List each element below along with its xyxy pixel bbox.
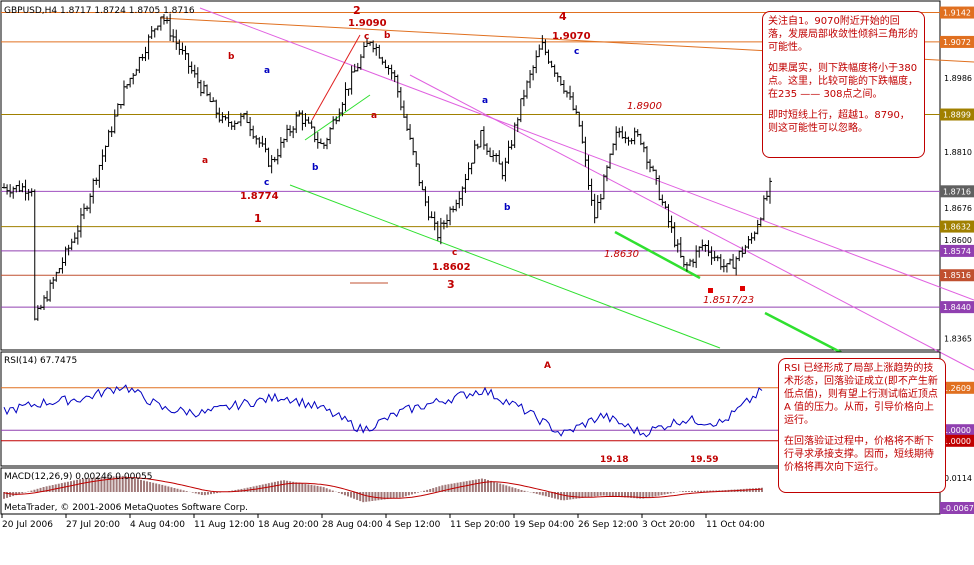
time-tick-label: 19 Sep 04:00: [514, 520, 574, 530]
wave-label: b: [504, 203, 511, 213]
svg-text:1.8632: 1.8632: [943, 223, 971, 232]
low-marker: [708, 288, 713, 293]
svg-text:-0.0067: -0.0067: [943, 504, 974, 513]
price-label: 1.8630: [604, 249, 639, 260]
wave-label: c: [452, 248, 457, 258]
time-axis: 20 Jul 2006 27 Jul 20:00 4 Aug 04:00 11 Aug…: [1, 514, 765, 530]
rsi-axis-badge: 1.0000: [940, 434, 974, 447]
price-label: 1.8602: [432, 262, 471, 273]
macd-title: MACD(12,26,9) 0.00246 0.00055: [4, 472, 153, 482]
price-badge: 1.8516: [940, 269, 974, 282]
note-top-paragraph-3: 即时短线上行，超越1。8790，则这可能性可以忽略。: [768, 110, 910, 134]
time-tick-label: 26 Sep 12:00: [578, 520, 638, 530]
price-badge: 1.8440: [940, 301, 974, 314]
macd-axis-label: 0.0114: [944, 474, 972, 483]
time-tick-label: 3 Oct 20:00: [642, 520, 695, 530]
price-badge: 1.8716: [940, 185, 974, 198]
rsi-annotations: A 19.18 19.59: [544, 361, 718, 465]
wave-label: b: [312, 163, 319, 173]
svg-text:1.9072: 1.9072: [943, 38, 971, 47]
price-label: 1.8900: [627, 101, 662, 112]
rsi-annotation: A: [544, 361, 551, 371]
wave-label: c: [264, 178, 269, 188]
price-tick-label: 1.8600: [944, 236, 972, 245]
price-tick-label: 1.8810: [944, 148, 972, 157]
price-label: 1.8517/23: [703, 295, 754, 306]
price-tick-label: 1.8986: [944, 74, 972, 83]
price-badge: 1.9142: [940, 6, 974, 19]
svg-text:1.0000: 1.0000: [943, 437, 971, 446]
price-label: 1.8774: [240, 191, 279, 202]
price-badge: 1.8632: [940, 220, 974, 233]
time-tick-label: 11 Oct 04:00: [706, 520, 765, 530]
note-bottom-paragraph-1: RSI 已经形成了局部上涨趋势的技术形态，回落验证成立(即不产生新低点值)，则有…: [784, 363, 938, 426]
copyright-label: MetaTrader, © 2001-2006 MetaQuotes Softw…: [4, 503, 248, 513]
note-bottom-paragraph-2: 在回落验证过程中，价格将不断下行寻求承接支撑。因而，短线期待价格将再次向下运行。: [784, 436, 934, 473]
svg-text:1.8574: 1.8574: [943, 247, 971, 256]
macd-axis: 0.0114 -0.0067 MetaTrader, © 2001-2006 Met…: [4, 474, 974, 514]
wave-label: b: [384, 31, 391, 41]
wave-label: 3: [447, 278, 455, 291]
svg-text:1.2609: 1.2609: [943, 384, 971, 393]
wave-label: a: [264, 66, 270, 76]
price-label: 1.9070: [552, 31, 591, 42]
wave-label: a: [482, 96, 488, 106]
wave-annotations: 1.9090 1.9070 1.8900 1.8774 1.8602 1.8630 1.85…: [202, 4, 754, 306]
svg-text:1.8899: 1.8899: [943, 111, 971, 120]
svg-text:1.8716: 1.8716: [943, 187, 971, 196]
price-tick-label: 1.8365: [944, 335, 972, 344]
wave-label: c: [574, 47, 579, 57]
price-axis: 1.9142 1.9072 1.8986 1.8899 1.8810 1.8716 1.86…: [940, 6, 974, 344]
time-tick-label: 11 Sep 20:00: [450, 520, 510, 530]
time-tick-label: 4 Sep 12:00: [386, 520, 441, 530]
price-chart-title: GBPUSD,H4 1.8717 1.8724 1.8705 1.8716: [4, 6, 195, 16]
wave-label: b: [228, 52, 235, 62]
time-tick-label: 27 Jul 20:00: [66, 520, 120, 530]
low-marker: [740, 286, 745, 291]
svg-text:1.8440: 1.8440: [943, 303, 971, 312]
time-tick-label: 4 Aug 04:00: [130, 520, 185, 530]
wave-label: a: [371, 111, 377, 121]
rsi-annotation: 19.59: [690, 455, 718, 465]
price-bars: [2, 13, 772, 321]
note-top-paragraph-1: 关注自1。9070附近开始的回落，发展局部收敛性倾斜三角形的可能性。: [768, 16, 918, 53]
macd-axis-badge: -0.0067: [940, 502, 974, 514]
price-tick-label: 1.8676: [944, 204, 972, 213]
price-badge: 1.8574: [940, 244, 974, 257]
note-top-paragraph-2: 如果属实，则下跌幅度将小于380点。这里，比较可能的下跌幅度，在235 —— 3…: [768, 63, 918, 100]
rsi-axis-badge: 1.0000: [940, 424, 974, 437]
time-tick-label: 20 Jul 2006: [2, 520, 53, 530]
time-tick-label: 18 Aug 20:00: [258, 520, 319, 530]
rsi-axis-badge: 1.2609: [940, 381, 974, 394]
price-badge: 1.9072: [940, 35, 974, 48]
macd-signal-line: [3, 477, 763, 499]
wave-label: a: [202, 156, 208, 166]
macd-histogram: [3, 475, 763, 503]
time-tick-label: 11 Aug 12:00: [194, 520, 255, 530]
analysis-note-bottom: RSI 已经形成了局部上涨趋势的技术形态，回落验证成立(即不产生新低点值)，则有…: [778, 358, 946, 493]
wave-label: c: [364, 32, 369, 42]
svg-text:1.0000: 1.0000: [943, 426, 971, 435]
wave-label: 2: [353, 4, 361, 17]
wave-label: 4: [559, 10, 567, 23]
analysis-note-top: 关注自1。9070附近开始的回落，发展局部收敛性倾斜三角形的可能性。 如果属实，…: [762, 11, 925, 158]
time-tick-label: 28 Aug 04:00: [322, 520, 383, 530]
price-label: 1.9090: [348, 18, 387, 29]
svg-text:1.8516: 1.8516: [943, 271, 971, 280]
svg-text:1.9142: 1.9142: [943, 9, 971, 18]
price-badge: 1.8899: [940, 108, 974, 121]
wave-label: 1: [254, 212, 262, 225]
rsi-line: [3, 384, 763, 438]
rsi-annotation: 19.18: [600, 455, 628, 465]
price-bar: [768, 177, 772, 204]
rsi-title: RSI(14) 67.7475: [4, 356, 77, 366]
